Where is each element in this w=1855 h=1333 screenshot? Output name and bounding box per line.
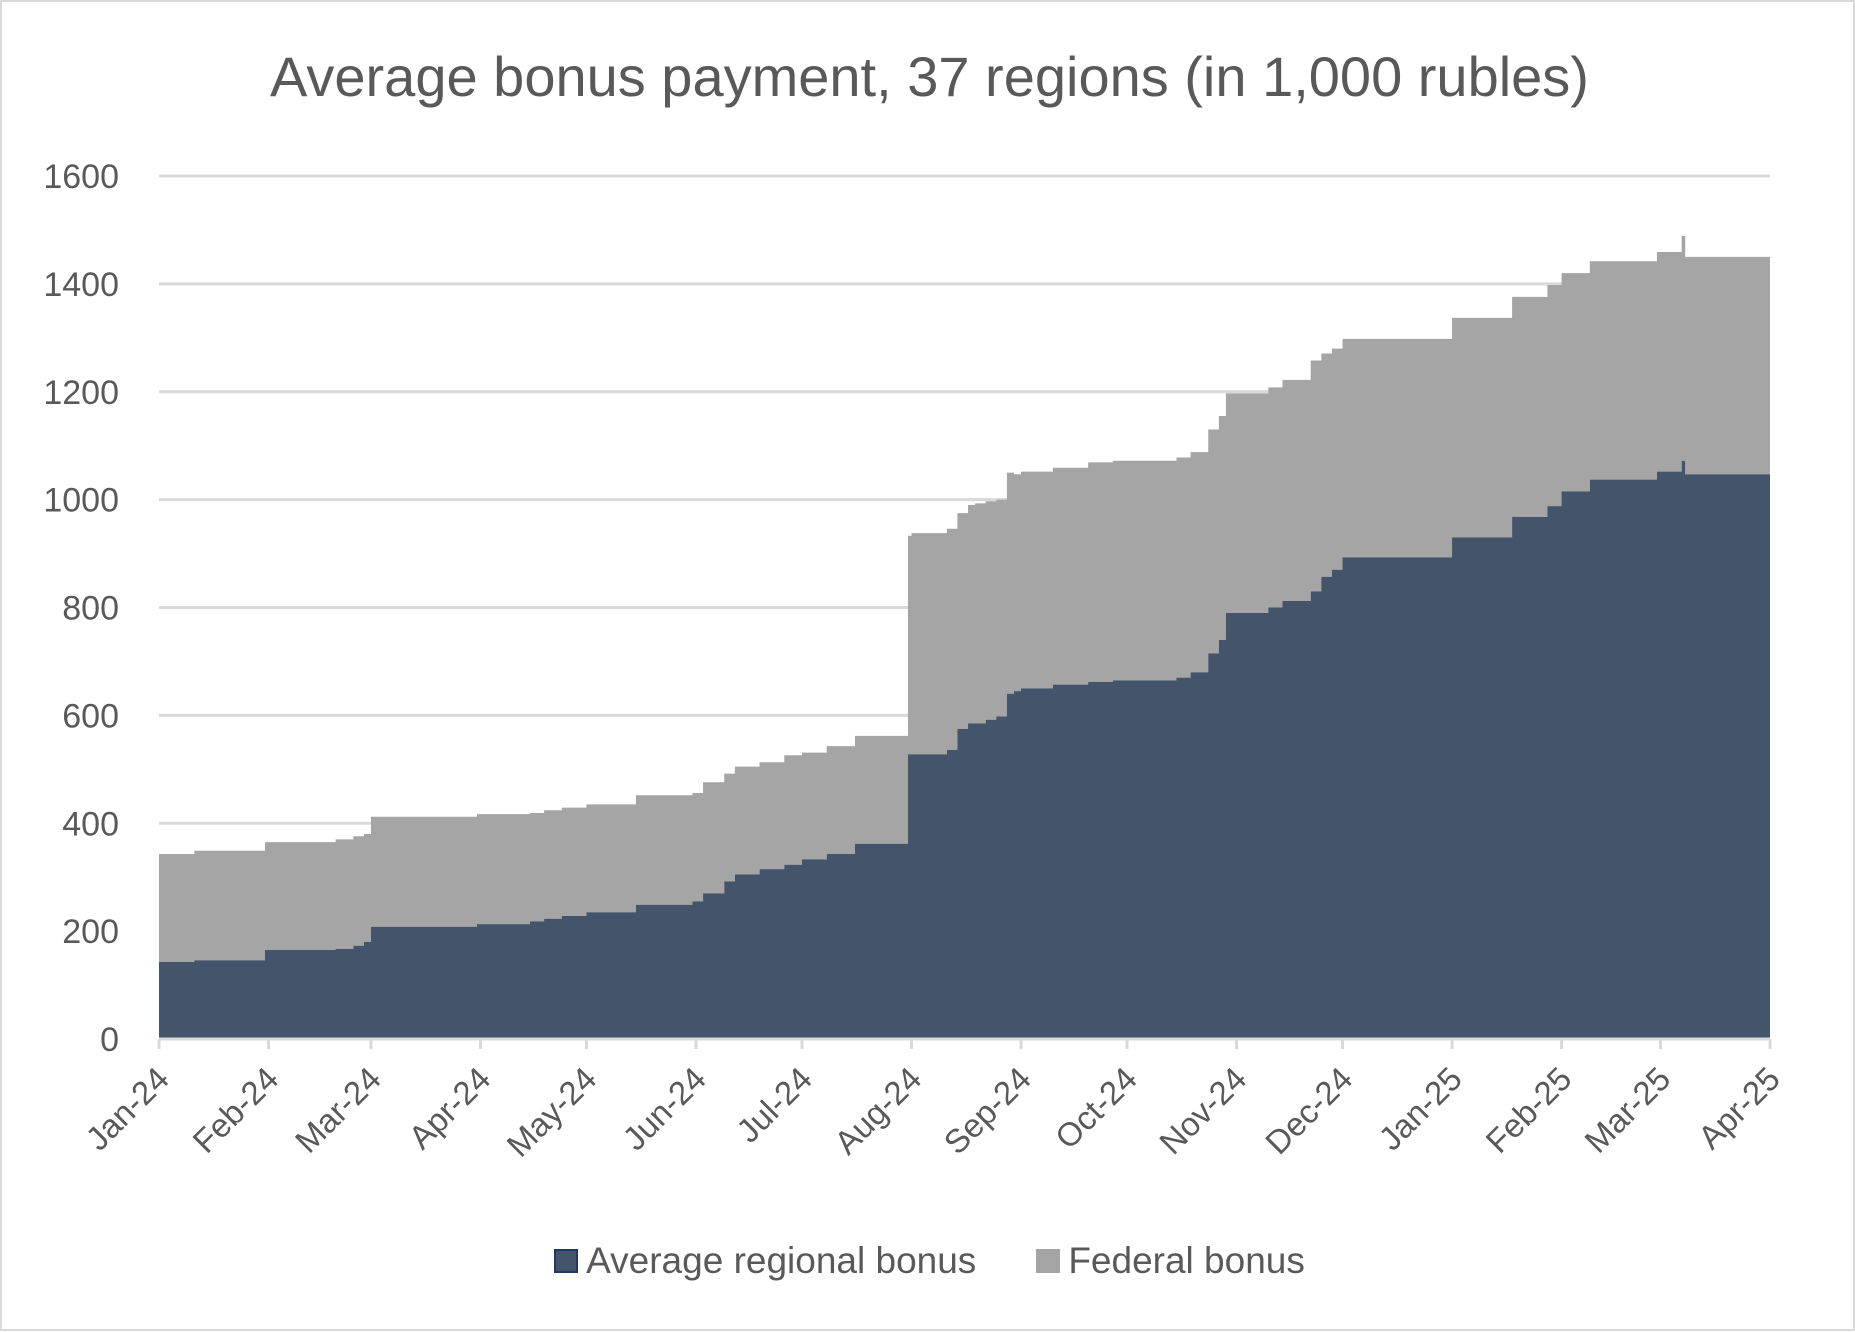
y-axis-ticks: 0 200 400 600 800 1000 1200 1400 1600 xyxy=(43,158,119,1059)
x-tick-label: Aug-24 xyxy=(827,1060,928,1161)
y-tick-label: 1000 xyxy=(43,482,119,520)
y-tick-label: 400 xyxy=(62,805,119,843)
x-tick-label: Oct-24 xyxy=(1048,1060,1144,1156)
legend: Average regional bonus Federal bonus xyxy=(2,1240,1855,1282)
y-tick-label: 800 xyxy=(62,590,119,628)
y-tick-label: 1200 xyxy=(43,374,119,412)
y-tick-label: 0 xyxy=(100,1021,119,1059)
x-tick-label: Jan-24 xyxy=(78,1060,176,1158)
chart-title: Average bonus payment, 37 regions (in 1,… xyxy=(270,45,1589,108)
x-axis xyxy=(157,1037,1772,1049)
x-tick-label: Jun-24 xyxy=(615,1060,713,1158)
legend-item-federal: Federal bonus xyxy=(1036,1240,1305,1282)
y-tick-label: 600 xyxy=(62,697,119,735)
x-tick-label: Feb-24 xyxy=(185,1060,285,1160)
x-tick-label: May-24 xyxy=(499,1060,603,1164)
x-tick-label: Feb-25 xyxy=(1478,1060,1578,1160)
x-axis-ticks: Jan-24 Feb-24 Mar-24 Apr-24 May-24 Jun-24 Jul-… xyxy=(78,1060,1787,1164)
y-tick-label: 200 xyxy=(62,913,119,951)
area-regional-bonus xyxy=(159,460,1770,1039)
x-tick-label: Apr-24 xyxy=(401,1060,497,1156)
legend-label-regional: Average regional bonus xyxy=(586,1240,977,1281)
stacked-areas xyxy=(159,235,1770,1039)
legend-swatch-regional xyxy=(554,1249,579,1273)
x-tick-label: Jan-25 xyxy=(1371,1060,1469,1158)
y-tick-label: 1400 xyxy=(43,266,119,304)
legend-label-federal: Federal bonus xyxy=(1068,1240,1305,1281)
y-tick-label: 1600 xyxy=(43,158,119,196)
x-tick-label: Nov-24 xyxy=(1152,1060,1253,1161)
x-tick-label: Apr-25 xyxy=(1691,1060,1787,1156)
x-tick-label: Mar-25 xyxy=(1577,1060,1677,1160)
legend-item-regional: Average regional bonus xyxy=(554,1240,976,1282)
x-tick-label: Dec-24 xyxy=(1258,1060,1359,1161)
x-tick-label: Sep-24 xyxy=(937,1060,1038,1161)
x-tick-label: Mar-24 xyxy=(288,1060,388,1160)
legend-swatch-federal xyxy=(1036,1249,1061,1273)
area-federal-bonus xyxy=(159,235,1770,962)
x-tick-label: Jul-24 xyxy=(729,1060,819,1150)
